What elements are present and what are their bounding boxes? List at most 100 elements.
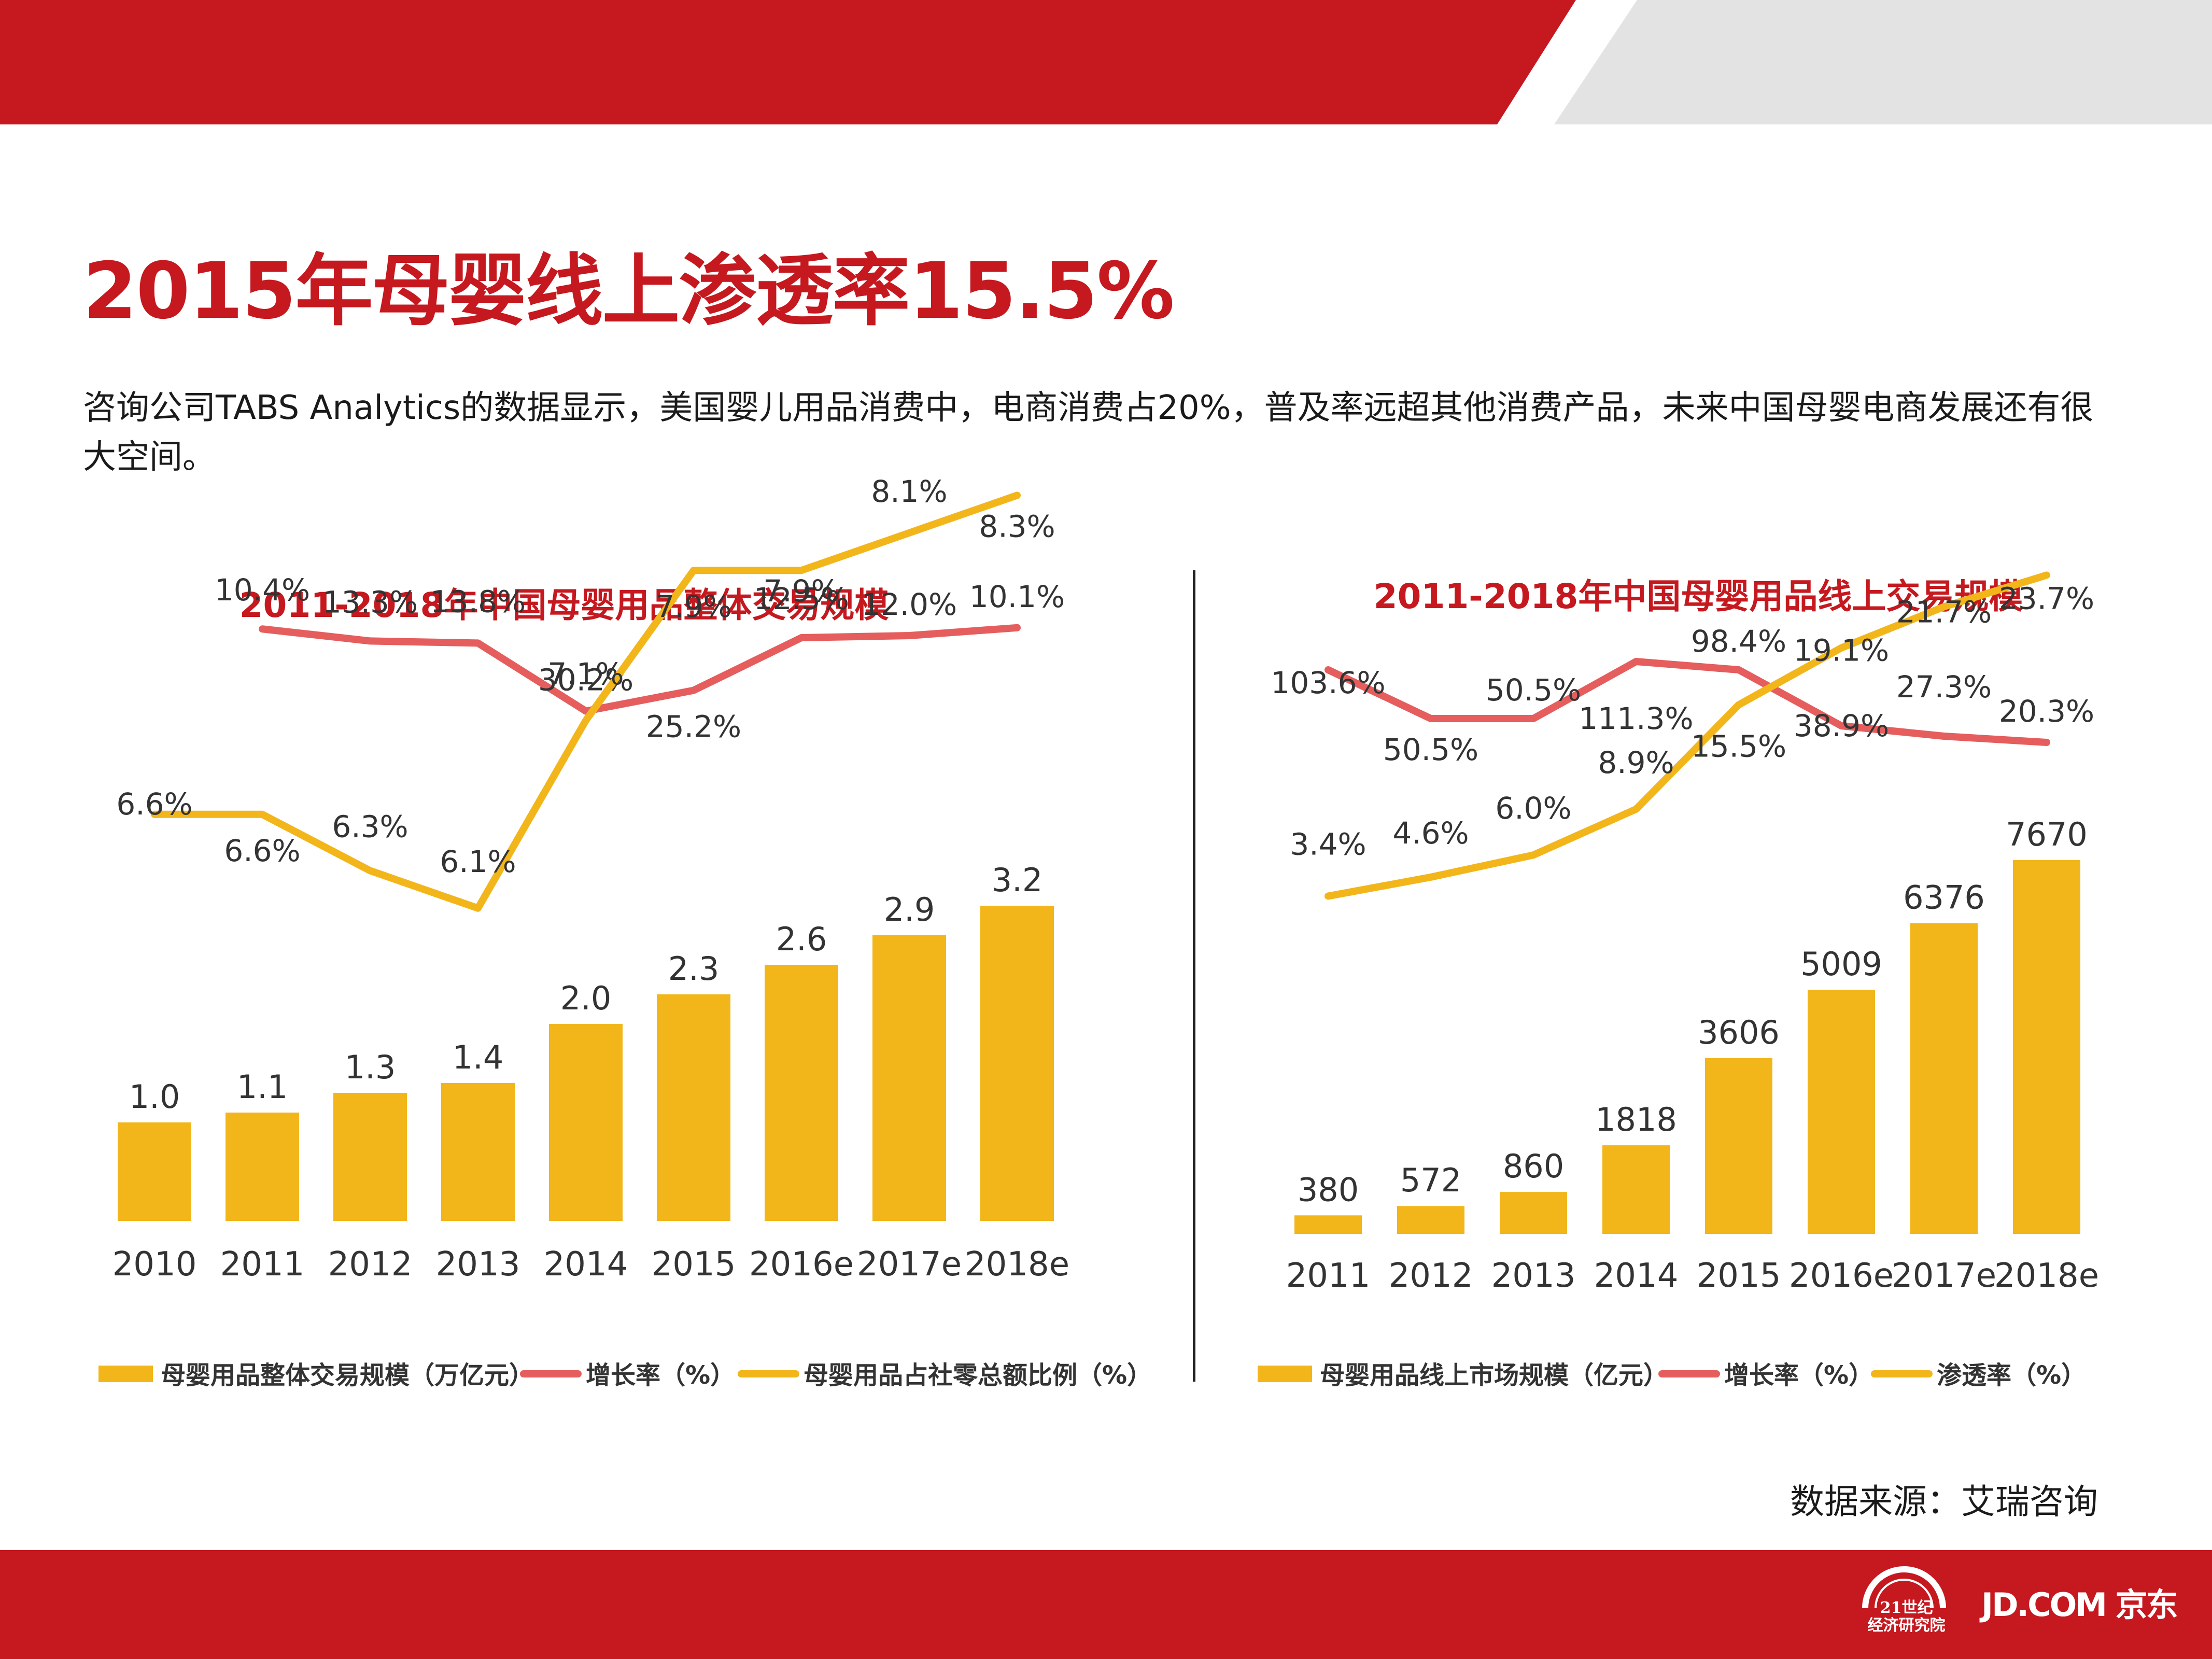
share-rate-label: 6.0% [1495,791,1571,826]
bar [1397,1206,1464,1234]
bar [980,906,1054,1221]
bar [872,935,946,1221]
bar-value-label: 3.2 [992,861,1043,899]
share-rate-label: 19.1% [1794,633,1889,668]
bar-value-label: 2.3 [668,950,720,988]
bar-value-label: 2.0 [560,979,612,1017]
institute-logo-line2: 经济研究院 [1867,1616,1946,1635]
x-tick-label: 2018e [1994,1257,2099,1295]
share-rate-label: 3.4% [1290,827,1366,862]
bar-value-label: 2.6 [776,920,827,958]
x-tick-label: 2013 [436,1245,520,1284]
x-tick-label: 2014 [544,1245,628,1284]
bar [333,1093,407,1221]
share-rate-label: 23.7% [1999,581,2094,616]
share-rate-label: 8.9% [1598,745,1674,780]
share-rate-label: 6.6% [116,786,192,822]
x-tick-label: 2017e [857,1245,962,1284]
bar [118,1122,191,1221]
jd-logo: JD.COM 京东 [1981,1586,2178,1624]
x-tick-label: 2016e [749,1245,854,1284]
growth-rate-label: 13.8% [430,584,526,619]
data-source: 数据来源：艾瑞咨询 [1790,1482,2098,1522]
x-tick-label: 2012 [1389,1257,1473,1295]
bar-value-label: 7670 [2006,816,2088,853]
bar-value-label: 1.0 [129,1078,180,1116]
page-title: 2015年母婴线上渗透率15.5% [83,246,1175,336]
share-rate-label: 7.1% [547,656,624,692]
x-tick-label: 2015 [652,1245,736,1284]
bar [441,1083,515,1221]
chart-online-market: 2011-2018年中国母婴用品线上交易规模 380 572 860 1818 3606 5… [1258,571,2099,1390]
share-rate-label: 8.1% [871,474,947,509]
top-banner-gray [1554,0,2212,124]
bar [1705,1058,1772,1234]
x-tick-label: 2012 [328,1245,413,1284]
bar-value-label: 860 [1503,1147,1564,1185]
bar-value-label: 572 [1400,1161,1461,1199]
bar-value-label: 1.1 [237,1068,288,1106]
growth-rate-label: 20.3% [1999,694,2094,729]
bar [2013,860,2080,1234]
legend-label: 增长率（%） [1724,1361,1873,1390]
bar [549,1024,623,1221]
bar-value-label: 5009 [1800,945,1882,983]
bar-value-label: 1818 [1595,1101,1677,1138]
legend-swatch-bar [1258,1366,1312,1382]
institute-logo-icon [1862,1566,1946,1609]
growth-rate-label: 10.4% [215,572,310,608]
x-tick-label: 2017e [1892,1257,1996,1295]
legend-label: 母婴用品线上市场规模（亿元） [1320,1361,1668,1390]
growth-rate-label: 103.6% [1271,665,1385,700]
institute-logo-line1: 21世纪 [1880,1599,1933,1617]
x-tick-label: 2010 [112,1245,197,1284]
top-banner-red [0,0,1576,124]
growth-rate-label: 12.0% [862,587,957,622]
institute-logo-text: 21世纪 经济研究院 [1861,1599,1952,1635]
bar-value-label: 380 [1298,1171,1359,1208]
bar [226,1113,299,1221]
chart-title: 2011-2018年中国母婴用品线上交易规模 [1374,577,2023,616]
bar [765,965,838,1221]
share-rate-label: 21.7% [1896,594,1992,629]
growth-rate-label: 10.1% [969,579,1065,614]
chart-total-market: 2011-2018年中国母婴用品整体交易规模 1.0 1.1 1.3 1.4 2.0 2.3… [98,474,1152,1390]
growth-rate-label: 38.9% [1794,708,1889,743]
growth-rate-label: 27.3% [1896,669,1992,705]
share-rate-label: 8.3% [979,509,1055,544]
growth-rate-label: 98.4% [1691,624,1786,659]
chart-title: 2011-2018年中国母婴用品整体交易规模 [239,585,889,625]
x-tick-label: 2011 [220,1245,305,1284]
share-rate-label: 4.6% [1392,816,1469,851]
bar-value-label: 2.9 [884,891,935,929]
bar [1500,1192,1567,1234]
top-banner [0,0,2212,124]
growth-rate-label: 25.2% [646,709,741,744]
growth-rate-label: 111.3% [1579,701,1693,736]
growth-rate-label: 12.5% [754,581,849,616]
x-tick-label: 2013 [1491,1257,1576,1295]
share-rate-label: 7.9% [763,573,839,609]
legend-label: 渗透率（%） [1937,1361,2086,1390]
growth-rate-label: 13.3% [322,584,418,620]
share-rate-line [1325,571,2050,900]
bar-value-label: 6376 [1903,879,1985,917]
chart-divider [1193,570,1195,1382]
x-tick-label: 2018e [965,1245,1069,1284]
x-tick-label: 2016e [1789,1257,1894,1295]
share-rate-label: 6.3% [332,809,408,844]
bar [657,994,730,1221]
bar-value-label: 3606 [1698,1014,1780,1051]
growth-rate-line [1325,658,2050,746]
share-rate-label: 15.5% [1691,728,1786,764]
growth-rate-line [259,624,1021,715]
legend-label: 增长率（%） [586,1361,735,1390]
share-rate-label: 6.1% [440,844,516,879]
growth-rate-label: 50.5% [1383,732,1478,767]
growth-rate-label: 50.5% [1486,672,1581,708]
share-rate-label: 6.6% [224,833,300,868]
x-tick-label: 2014 [1594,1257,1679,1295]
bar [1294,1215,1362,1234]
share-rate-line [151,491,1021,912]
bar [1808,990,1875,1234]
